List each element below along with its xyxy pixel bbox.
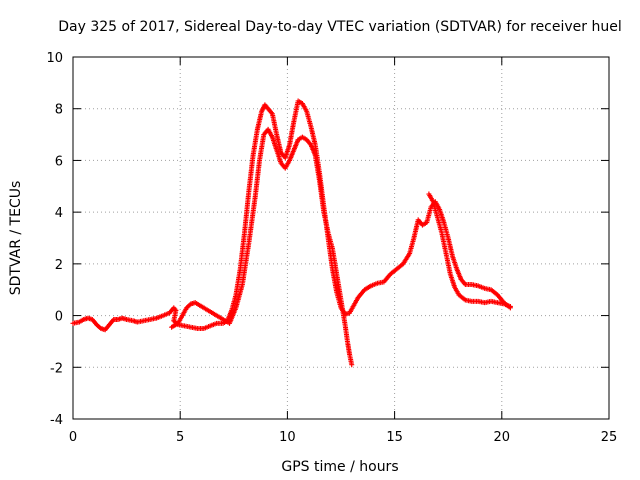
x-tick-label: 15 <box>386 430 403 445</box>
y-tick-label: -2 <box>50 361 63 376</box>
series-track-2 <box>169 126 513 368</box>
data-marks <box>70 98 513 368</box>
axis-ticks <box>72 56 610 420</box>
series-track-1 <box>70 98 513 333</box>
y-tick-label: -4 <box>50 413 63 428</box>
plot-frame <box>72 56 610 420</box>
y-tick-label: 8 <box>55 103 63 118</box>
grid <box>73 57 609 419</box>
x-tick-label: 25 <box>601 430 618 445</box>
x-tick-labels: 0 5 10 15 20 25 <box>69 430 617 445</box>
chart-title: Day 325 of 2017, Sidereal Day-to-day VTE… <box>58 19 621 35</box>
y-tick-label: 0 <box>55 310 63 325</box>
y-tick-label: 2 <box>55 258 63 273</box>
data-point <box>507 304 513 310</box>
y-tick-label: 6 <box>55 154 63 169</box>
data-point <box>349 362 355 368</box>
x-tick-label: 5 <box>176 430 184 445</box>
x-axis-label: GPS time / hours <box>281 459 398 475</box>
x-tick-label: 20 <box>494 430 511 445</box>
y-tick-label: 10 <box>46 51 63 66</box>
x-tick-label: 10 <box>279 430 296 445</box>
y-tick-labels: -4 -2 0 2 4 6 8 10 <box>46 51 63 428</box>
y-axis-label: SDTVAR / TECUs <box>8 181 24 296</box>
y-tick-label: 4 <box>55 206 63 221</box>
x-tick-label: 0 <box>69 430 77 445</box>
